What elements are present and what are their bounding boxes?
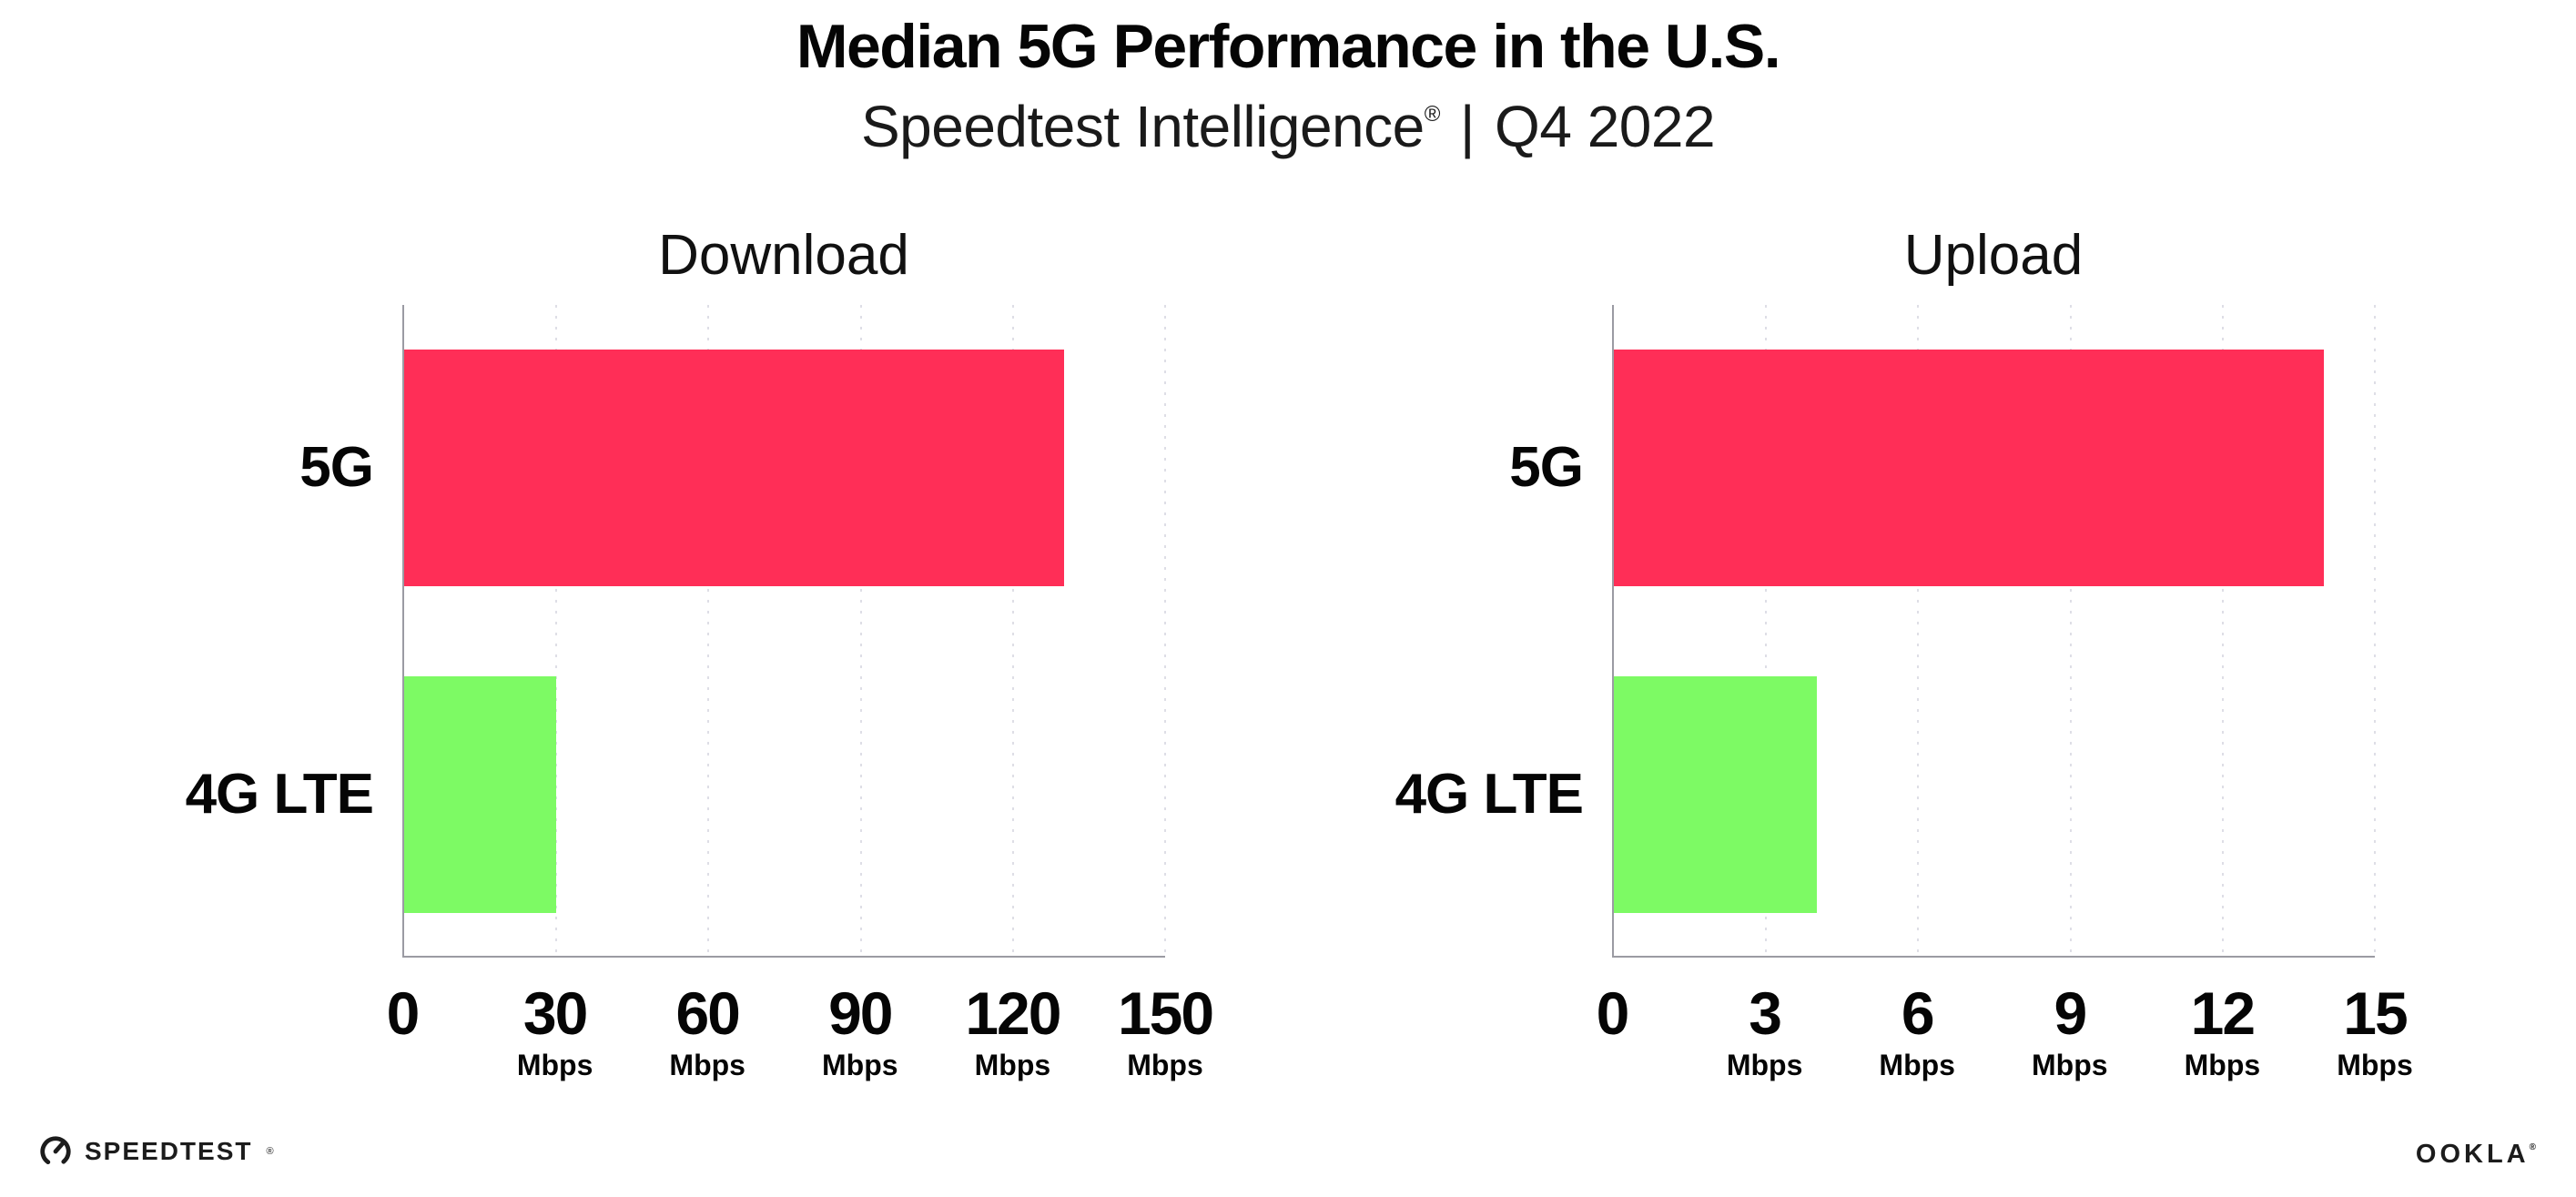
- x-tick-value: 150: [1117, 979, 1214, 1047]
- speedtest-gauge-icon: [40, 1136, 71, 1167]
- subtitle-brand: Speedtest Intelligence: [860, 94, 1425, 159]
- upload-chart-title: Upload: [1903, 224, 2084, 287]
- registered-mark: ®: [1424, 102, 1441, 127]
- x-tick-unit: Mbps: [1127, 1049, 1203, 1081]
- ookla-registered-mark: ®: [2529, 1142, 2540, 1152]
- x-tick-6: 6 Mbps: [1826, 981, 2008, 1083]
- page-subtitle: Speedtest Intelligence® | Q4 2022: [0, 93, 2576, 160]
- x-tick-value: 60: [675, 979, 740, 1047]
- subtitle-separator: |: [1459, 94, 1476, 159]
- x-tick-120: 120 Mbps: [921, 981, 1103, 1083]
- download-chart-title: Download: [658, 224, 909, 287]
- download-plot-area: [402, 305, 1166, 958]
- speedtest-wordmark: SPEEDTEST: [85, 1137, 253, 1165]
- category-label-4g-lte: 4G LTE: [1394, 762, 1584, 826]
- x-tick-90: 90 Mbps: [769, 981, 951, 1083]
- gridline: [555, 305, 558, 956]
- bar-4g-lte: [1614, 675, 1817, 913]
- x-tick-value: 3: [1749, 979, 1782, 1047]
- x-tick-0: 0: [311, 981, 493, 1045]
- x-tick-unit: Mbps: [1879, 1049, 1955, 1081]
- x-tick-value: 0: [1596, 979, 1630, 1047]
- gridline: [707, 305, 710, 956]
- bar-5g: [1614, 350, 2325, 587]
- x-tick-unit: Mbps: [974, 1049, 1051, 1081]
- x-tick-3: 3 Mbps: [1674, 981, 1856, 1083]
- x-tick-value: 120: [965, 979, 1061, 1047]
- x-tick-value: 90: [828, 979, 893, 1047]
- gridline: [2221, 305, 2224, 956]
- download-chart: Download 5G 4G LTE 0 30 Mbps 60 Mbps 90 Mbps 120 M…: [138, 223, 1215, 1115]
- x-tick-unit: Mbps: [2184, 1049, 2261, 1081]
- gridline: [2374, 305, 2376, 956]
- page-title: Median 5G Performance in the U.S.: [796, 12, 1781, 81]
- x-tick-15: 15 Mbps: [2284, 981, 2466, 1083]
- x-tick-unit: Mbps: [2032, 1049, 2108, 1081]
- x-tick-value: 6: [1901, 979, 1935, 1047]
- subtitle-period: Q4 2022: [1495, 94, 1716, 159]
- x-tick-9: 9 Mbps: [1979, 981, 2161, 1083]
- upload-plot-area: [1612, 305, 2376, 958]
- speedtest-trademark: ®: [266, 1146, 274, 1157]
- x-tick-unit: Mbps: [2337, 1049, 2413, 1081]
- category-label-4g-lte: 4G LTE: [185, 762, 374, 826]
- speedtest-logo: SPEEDTEST ®: [38, 1134, 274, 1169]
- x-tick-60: 60 Mbps: [616, 981, 798, 1083]
- gridline: [1917, 305, 1920, 956]
- x-tick-unit: Mbps: [669, 1049, 745, 1081]
- gridline: [1011, 305, 1014, 956]
- bar-5g: [404, 350, 1064, 587]
- x-tick-0: 0: [1521, 981, 1703, 1045]
- x-tick-value: 0: [386, 979, 421, 1047]
- gridline: [1164, 305, 1166, 956]
- x-tick-150: 150 Mbps: [1074, 981, 1256, 1083]
- x-tick-value: 30: [522, 979, 588, 1047]
- gridline: [1765, 305, 1768, 956]
- gridline: [859, 305, 862, 956]
- x-tick-30: 30 Mbps: [464, 981, 646, 1083]
- x-tick-12: 12 Mbps: [2131, 981, 2313, 1083]
- x-tick-unit: Mbps: [516, 1049, 593, 1081]
- x-tick-value: 12: [2190, 979, 2256, 1047]
- gridline: [2069, 305, 2072, 956]
- ookla-logo: OOKLA®: [2416, 1140, 2540, 1170]
- category-label-5g: 5G: [299, 436, 374, 500]
- bar-4g-lte: [404, 675, 557, 913]
- category-label-5g: 5G: [1509, 436, 1584, 500]
- x-tick-unit: Mbps: [822, 1049, 898, 1081]
- x-tick-unit: Mbps: [1726, 1049, 1803, 1081]
- x-tick-value: 9: [2054, 979, 2087, 1047]
- upload-chart: Upload 5G 4G LTE 0 3 Mbps 6 Mbps 9 Mbps 12 Mbps 15 M…: [1348, 223, 2413, 1115]
- ookla-wordmark: OOKLA: [2415, 1140, 2530, 1169]
- x-tick-value: 15: [2343, 979, 2408, 1047]
